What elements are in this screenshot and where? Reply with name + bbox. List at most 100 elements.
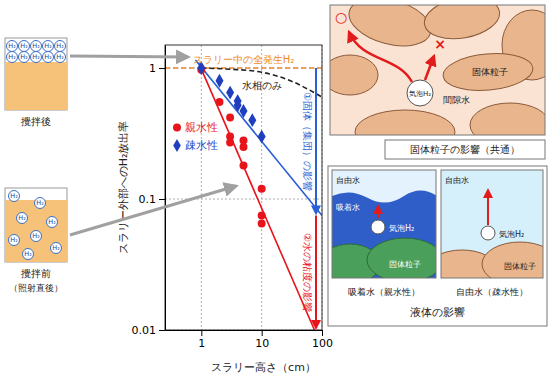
bubble-label: H₂ (8, 53, 16, 61)
free-water-label: 自由水 (445, 176, 469, 185)
bubble-label: H₂ (20, 42, 28, 50)
y-axis-title: スラリー外部へのH₂放出率 (117, 121, 130, 255)
panel-title: 液体の影響 (410, 306, 465, 319)
free-water-label: 自由水 (336, 176, 360, 185)
x-tick-mark (201, 330, 202, 336)
bubble (31, 231, 42, 242)
bubble (9, 191, 20, 202)
liquid-panel: 気泡H₂自由水吸着水固体粒子気泡H₂自由水固体粒子吸着水（親水性）自由水（疎水性… (320, 166, 550, 326)
data-point (226, 86, 234, 100)
legend-symbol (173, 124, 181, 132)
data-point (258, 130, 266, 144)
bubble-label: H₂ (32, 232, 40, 240)
bubble-label: 気泡H₂ (409, 90, 431, 98)
x-axis: 1 10 100 (166, 330, 334, 350)
bubble-label: H₂ (10, 192, 18, 200)
y-tick-label: 1 (149, 62, 156, 75)
data-point (240, 143, 248, 151)
bubble (407, 80, 433, 106)
bubble (7, 52, 18, 63)
ng-mark: × (434, 36, 446, 52)
y-tick-mark (159, 330, 165, 331)
data-point (258, 211, 266, 219)
plot-background (165, 45, 322, 330)
bubble-label: 気泡H₂ (389, 224, 414, 233)
bubble-label: 気泡H₂ (499, 230, 524, 239)
rise-arrow (377, 206, 379, 218)
x-axis-title: スラリー高さ（cm） (211, 361, 316, 374)
sub-outline (332, 170, 436, 278)
particle (330, 55, 378, 95)
particle (482, 242, 543, 278)
x-tick: 100 (312, 330, 333, 350)
data-point (226, 113, 234, 121)
caption-box (385, 140, 545, 159)
bubble-label: H₂ (36, 199, 44, 207)
rise-arrow (487, 190, 489, 225)
bubble-label: H₂ (20, 53, 28, 61)
bubble (55, 41, 66, 52)
bubble (31, 52, 42, 63)
pore-water-label: 間隙水 (443, 95, 470, 105)
x-tick-label: 1 (198, 337, 205, 350)
bubble (7, 41, 18, 52)
x-tick-label: 10 (255, 337, 269, 350)
y-axis-line (165, 46, 166, 331)
x-axis-line (166, 330, 323, 331)
data-point (258, 220, 266, 228)
panel-caption: 攪拌後 (21, 116, 51, 127)
bubble (43, 52, 54, 63)
bubble-label: H₂ (56, 53, 64, 61)
bubble (31, 41, 42, 52)
x-tick-label: 100 (312, 337, 333, 350)
bubble (43, 41, 54, 52)
bubble (371, 220, 385, 234)
container (5, 38, 67, 110)
ok-mark: ○ (335, 9, 347, 25)
figure: 1101000.010.11スラリー外部へのH₂放出率スラリー高さ（cm）スラリ… (0, 0, 550, 380)
y-tick-label: 0.1 (139, 193, 157, 206)
bubble-label: H₂ (48, 218, 56, 226)
y-tick-mark (159, 68, 165, 69)
particle (344, 5, 437, 54)
legend: 親水性疎水性 (173, 121, 218, 153)
bubble (55, 52, 66, 63)
bubble-label: H₂ (44, 53, 52, 61)
y-tick: 1 (149, 62, 165, 75)
x-tick: 1 (198, 330, 205, 350)
legend-label: 疎水性 (185, 139, 218, 152)
legend-label: 親水性 (185, 121, 218, 134)
bubble-label: H₂ (24, 250, 32, 258)
slurry (5, 62, 67, 110)
data-point (248, 113, 256, 127)
bubble (51, 243, 62, 254)
slurry (5, 200, 67, 262)
y-tick: 0.01 (132, 324, 166, 337)
y-tick-mark (159, 199, 165, 200)
annotation-text: ①固体（集団）の影響 (302, 92, 313, 191)
bubble-label: H₂ (52, 244, 60, 252)
bubble-label: H₂ (32, 53, 40, 61)
bubble (17, 213, 28, 224)
panel-caption: （照射直後） (9, 283, 63, 293)
particle (442, 50, 535, 94)
bubble-label: H₂ (18, 214, 26, 222)
annotation-text: ②水の粘度の影響 (302, 233, 313, 312)
y-grid-line (165, 68, 322, 69)
particle-label: 固体粒子 (389, 260, 421, 269)
sub-caption: 自由水（疎水性） (456, 287, 528, 297)
adsorbed-water-label: 吸着水 (336, 203, 360, 212)
bubble-label: H₂ (32, 42, 40, 50)
bubble-label: H₂ (10, 236, 18, 244)
y-axis: 0.01 0.1 1 (132, 46, 166, 338)
grid (165, 45, 322, 330)
solid-panel: 気泡H₂○×固体粒子間隙水固体粒子の影響（共通） (322, 0, 550, 159)
data-point (240, 162, 248, 170)
series-line (165, 67, 322, 69)
bubble (9, 235, 20, 246)
container (5, 188, 67, 262)
pointer-arrow (70, 186, 236, 235)
bubble (19, 52, 30, 63)
data-point (216, 98, 224, 106)
annotation-arrow (315, 215, 317, 328)
